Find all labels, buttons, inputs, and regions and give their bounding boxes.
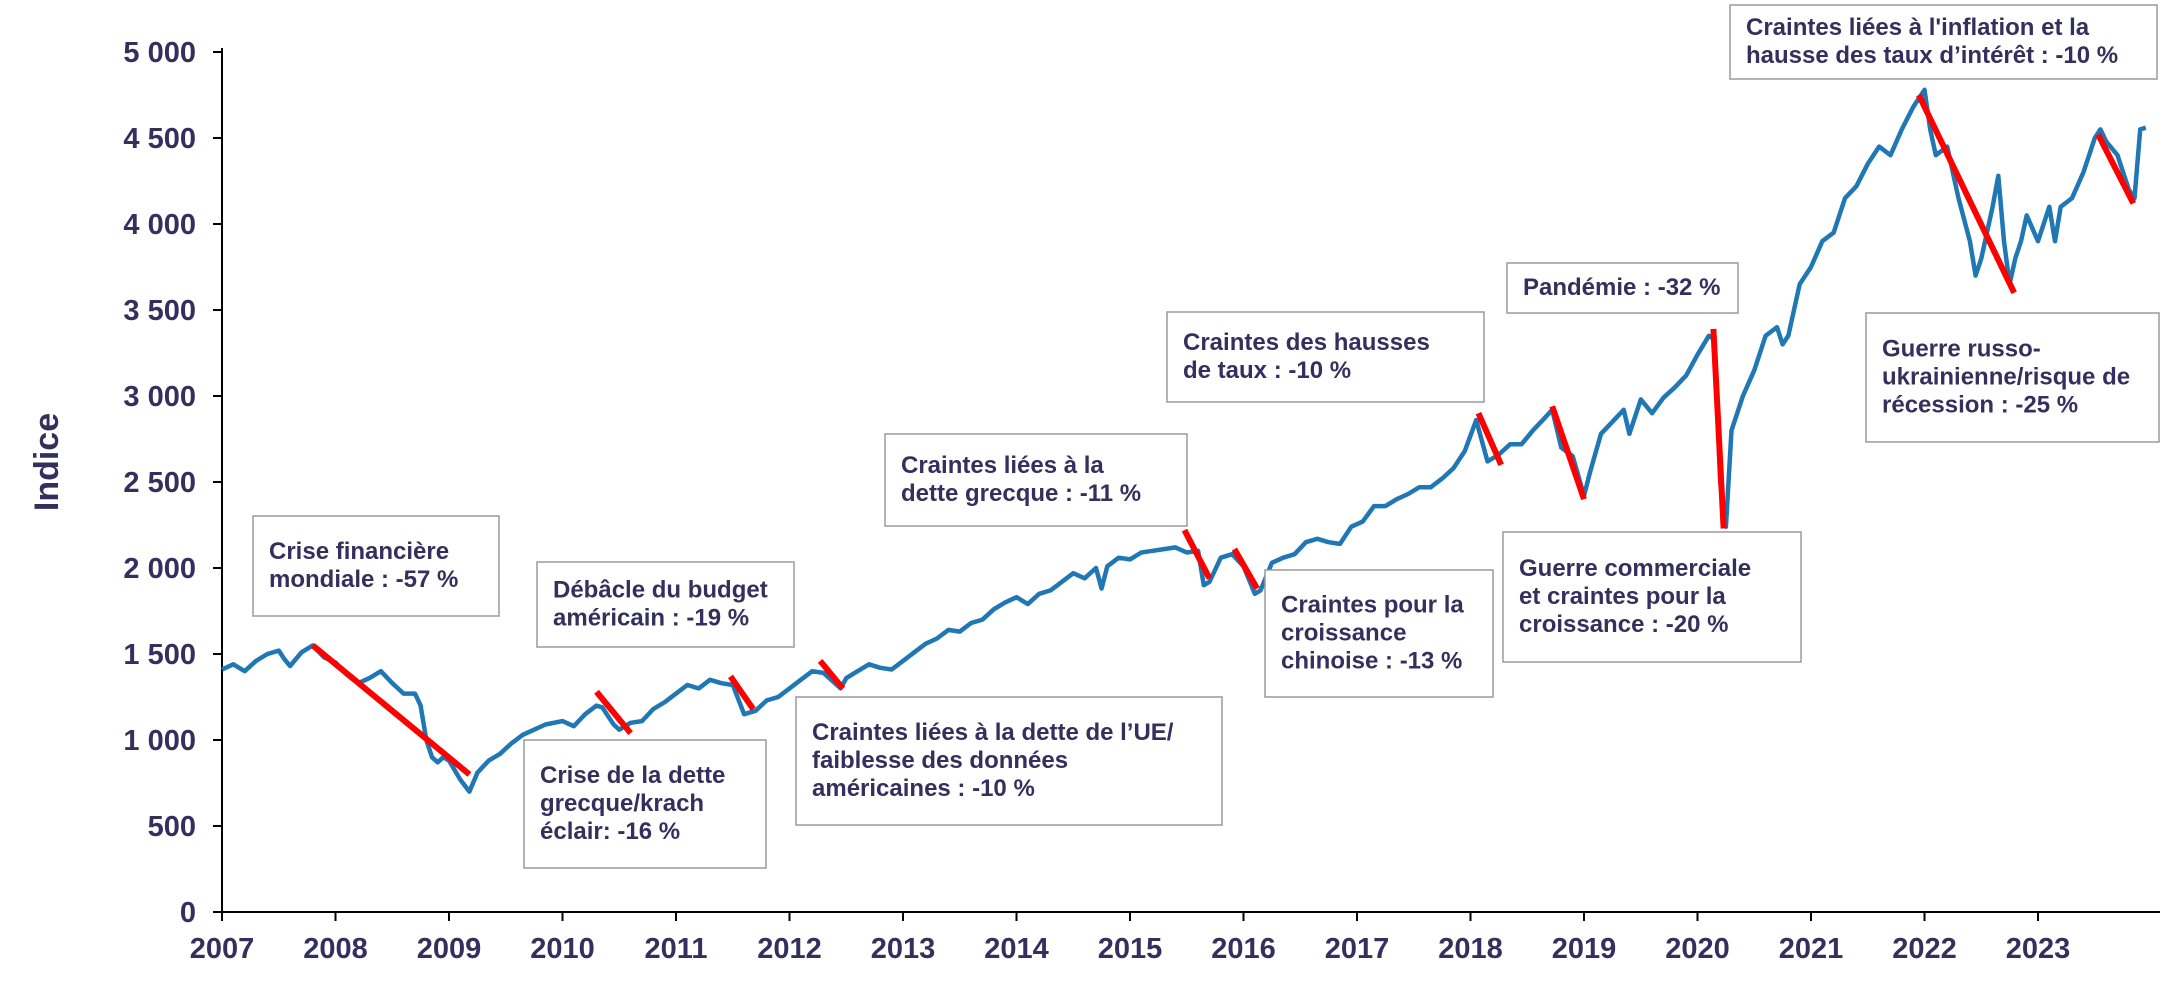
y-axis-ticks: 0 500 1 000 1 500 2 000 2 500 3 000 3 500 4 000 4… — [123, 37, 222, 929]
annotation-text: récession : -25 % — [1882, 392, 2078, 419]
drawdown-line — [310, 643, 472, 777]
annotation-text: dette grecque : -11 % — [901, 480, 1141, 507]
annotation-box: Guerre russo-ukrainienne/risque derécess… — [1865, 312, 2160, 443]
x-tick-label: 2012 — [757, 933, 822, 965]
annotation-text: faiblesse des données — [812, 747, 1068, 774]
annotation-frame — [1506, 262, 1739, 314]
annotation-text: croissance : -20 % — [1519, 611, 1728, 638]
y-tick-label: 2 500 — [123, 467, 196, 499]
annotation-text: Craintes liées à la dette de l’UE/ — [812, 719, 1174, 746]
series-layer — [221, 87, 2147, 794]
annotation-frame — [523, 739, 767, 869]
x-tick-label: 2020 — [1665, 933, 1730, 965]
x-tick-label: 2011 — [645, 933, 708, 965]
drawdown-line — [1231, 547, 1260, 591]
y-tick-label: 3 000 — [123, 381, 196, 413]
annotation-text: mondiale : -57 % — [269, 566, 458, 593]
x-tick-label: 2022 — [1892, 933, 1957, 965]
annotation-text: croissance — [1281, 620, 1406, 647]
annotation-frame — [1264, 569, 1494, 698]
drawdown-layer — [310, 93, 2137, 777]
x-tick-label: 2014 — [984, 933, 1049, 965]
index-line — [221, 87, 2147, 794]
y-tick-label: 500 — [148, 811, 196, 843]
y-tick-label: 4 500 — [123, 123, 196, 155]
annotation-text: Guerre commerciale — [1519, 555, 1751, 582]
annotation-text: ukrainienne/risque de — [1882, 364, 2130, 391]
annotation-text: de taux : -10 % — [1183, 357, 1351, 384]
x-tick-label: 2018 — [1438, 933, 1503, 965]
y-tick-label: 0 — [180, 897, 196, 929]
y-tick-label: 3 500 — [123, 295, 196, 327]
x-tick-label: 2007 — [190, 933, 255, 965]
y-axis-title: Indice — [28, 413, 66, 511]
annotation-text: et craintes pour la — [1519, 583, 1726, 610]
drawdown-line — [817, 658, 846, 691]
x-tick-label: 2008 — [303, 933, 368, 965]
annotation-text: Guerre russo- — [1882, 336, 2041, 363]
annotation-text: Crise de la dette — [540, 762, 725, 789]
x-tick-label: 2015 — [1098, 933, 1163, 965]
x-tick-label: 2016 — [1211, 933, 1276, 965]
annotation-frame — [536, 561, 795, 648]
annotation-frame — [884, 433, 1188, 527]
drawdown-line — [1710, 328, 1727, 529]
x-tick-label: 2009 — [417, 933, 482, 965]
drawdown-line — [2095, 133, 2137, 205]
annotation-text: grecque/krach — [540, 790, 704, 817]
drawdown-line — [1916, 93, 2017, 295]
annotation-text: Craintes liées à la — [901, 452, 1104, 479]
x-tick-label: 2021 — [1779, 933, 1844, 965]
drawdown-line — [728, 674, 756, 711]
y-tick-label: 2 000 — [123, 553, 196, 585]
annotation-text: chinoise : -13 % — [1281, 648, 1462, 675]
annotation-text: américain : -19 % — [553, 605, 749, 632]
annotation-frame — [1502, 531, 1802, 663]
annotation-frame — [1865, 312, 2160, 443]
annotation-text: américaines : -10 % — [812, 775, 1035, 802]
drawdown-line — [1549, 405, 1587, 501]
annotation-frame — [1166, 311, 1485, 403]
y-tick-label: 1 000 — [123, 725, 196, 757]
x-axis-ticks: 2007 2008 2009 2010 2011 2012 2013 2014 2015 2016… — [190, 912, 2071, 965]
annotation-text: Crise financière — [269, 538, 449, 565]
drawdown-line — [1181, 528, 1213, 580]
x-tick-label: 2023 — [2006, 933, 2071, 965]
annotation-text: Craintes pour la — [1281, 592, 1464, 619]
y-tick-label: 4 000 — [123, 209, 196, 241]
annotation-box: Pandémie : -32 % — [1506, 262, 1739, 314]
annotation-box: Craintes liées à la dette de l’UE/faible… — [795, 696, 1223, 826]
y-tick-label: 1 500 — [123, 639, 196, 671]
x-tick-label: 2013 — [871, 933, 936, 965]
annotation-text: Craintes liées à l'inflation et la — [1746, 14, 2090, 41]
annotation-text: Pandémie : -32 % — [1523, 274, 1720, 301]
drawdown-line — [594, 689, 633, 736]
drawdown-line — [1475, 411, 1504, 467]
annotation-frame — [795, 696, 1223, 826]
y-tick-label: 5 000 — [123, 37, 196, 69]
x-tick-label: 2010 — [530, 933, 595, 965]
annotation-text: éclair: -16 % — [540, 818, 680, 845]
annotation-text: Débâcle du budget — [553, 577, 768, 604]
annotation-text: hausse des taux d’intérêt : -10 % — [1746, 42, 2118, 69]
annotation-text: Craintes des hausses — [1183, 329, 1430, 356]
annotation-box: Craintes liées à l'inflation et lahausse… — [1729, 4, 2158, 80]
x-tick-label: 2017 — [1325, 933, 1390, 965]
annotation-frame — [1729, 4, 2158, 80]
x-tick-label: 2019 — [1552, 933, 1617, 965]
annotation-frame — [252, 515, 500, 617]
